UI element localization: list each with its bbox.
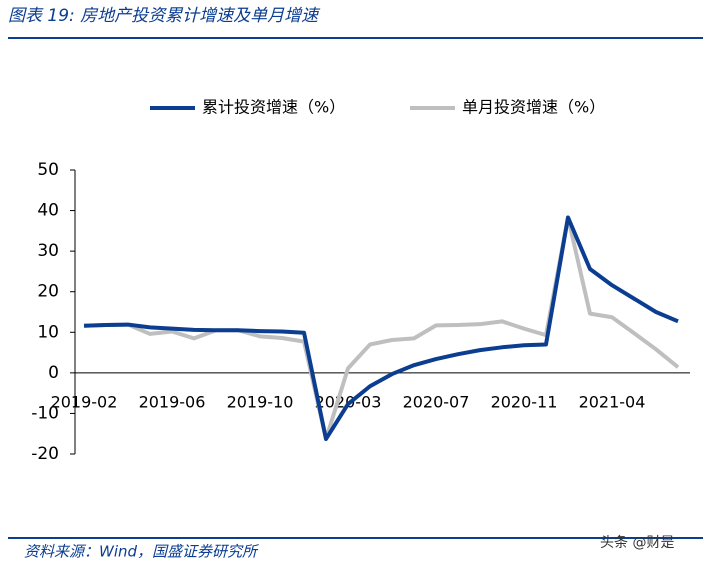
legend-label: 累计投资增速（%） xyxy=(202,98,345,117)
source: 资料来源：Wind，国盛证券研究所 xyxy=(24,543,259,561)
figure-title: 图表 19: 房地产投资累计增速及单月增速 xyxy=(8,6,321,26)
x-tick-label: 2019-06 xyxy=(139,392,206,411)
x-tick-label: 2019-10 xyxy=(227,392,294,411)
y-tick-label: -20 xyxy=(31,444,59,464)
x-tick-label: 2020-07 xyxy=(403,392,470,411)
series-line xyxy=(83,215,679,441)
x-tick-label: 2021-04 xyxy=(579,392,646,411)
y-tick-label: 40 xyxy=(37,201,59,221)
chart: -20 -10 0 10 20 30 40 50 2019-02 2019-06 2019-10 20… xyxy=(31,98,690,464)
x-tick-label: 2019-02 xyxy=(51,392,118,411)
y-tick-label: 10 xyxy=(37,322,59,342)
y-tick-label: 20 xyxy=(37,282,59,302)
x-tick-label: 2020-11 xyxy=(491,392,558,411)
y-tick-label: 50 xyxy=(37,160,59,180)
series-line xyxy=(83,215,680,441)
watermark: 头条 @财是 xyxy=(600,534,674,551)
legend-label: 单月投资增速（%） xyxy=(462,98,605,117)
y-tick-label: -10 xyxy=(31,403,59,423)
y-tick-label: 30 xyxy=(37,241,59,261)
y-tick-label: 0 xyxy=(48,363,59,383)
